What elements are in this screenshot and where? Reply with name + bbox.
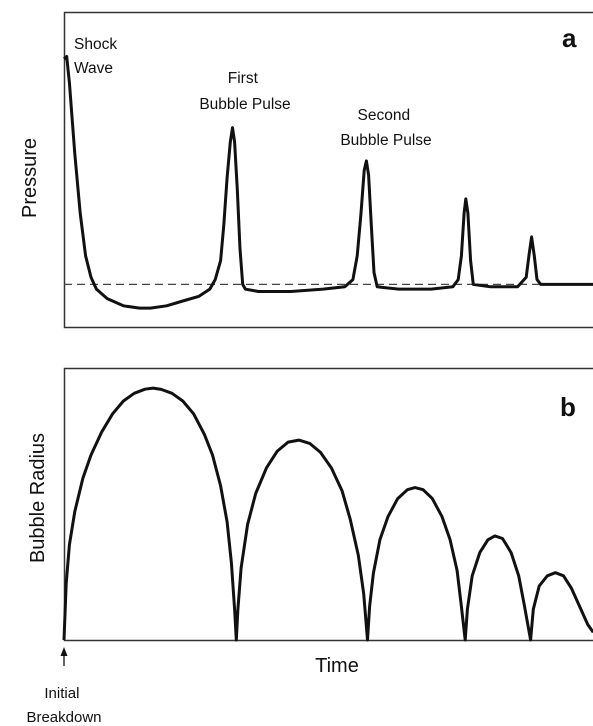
panel-a-label: a: [562, 23, 577, 53]
panel-b-ylabel: Bubble Radius: [27, 433, 49, 563]
bubble-radius-curve: [62, 386, 593, 642]
panel-a-ylabel: Pressure: [19, 138, 41, 218]
panel-a-frame: [63, 11, 593, 329]
annotation-shock-wave: Shock Wave: [74, 36, 121, 77]
arrow-head-icon: [60, 647, 68, 656]
panel-b-frame: [63, 367, 593, 642]
annotation-initial-breakdown: Initial Breakdown: [26, 685, 101, 726]
annotation-first-bubble-pulse: First Bubble Pulse: [199, 70, 290, 113]
initial-breakdown-marker: [60, 647, 68, 666]
panel-b-label: b: [560, 392, 576, 422]
panel-b-xlabel: Time: [315, 655, 359, 677]
annotation-second-bubble-pulse: Second Bubble Pulse: [340, 107, 431, 149]
pressure-curve: [63, 55, 593, 310]
